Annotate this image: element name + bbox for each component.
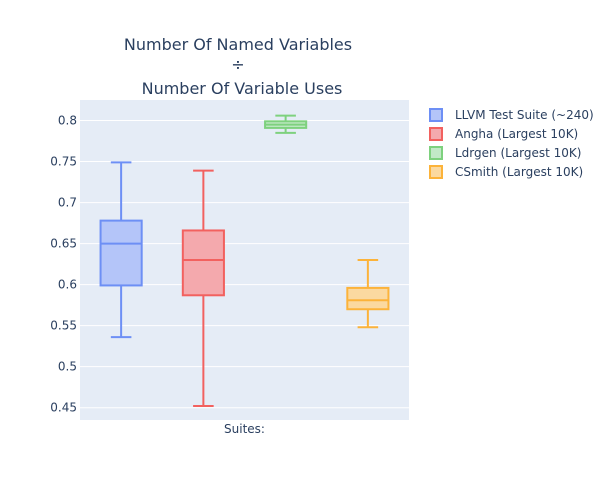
chart-title-line-3: Number Of Variable Uses	[142, 79, 343, 98]
box-4	[346, 259, 390, 329]
legend-item[interactable]: LLVM Test Suite (~240)	[429, 108, 594, 122]
legend-label: CSmith (Largest 10K)	[455, 165, 583, 179]
legend-swatch	[429, 165, 443, 179]
y-tick-label: 0.5	[58, 360, 77, 374]
legend-label: Angha (Largest 10K)	[455, 127, 578, 141]
iqr-box	[346, 286, 390, 311]
y-tick-label: 0.8	[58, 114, 77, 128]
chart-title-line-2: ÷	[231, 55, 244, 74]
legend-item[interactable]: Angha (Largest 10K)	[429, 127, 578, 141]
iqr-box	[99, 219, 143, 287]
legend-item[interactable]: Ldrgen (Largest 10K)	[429, 146, 581, 160]
chart-title-line-1: Number Of Named Variables	[124, 35, 352, 54]
box-1	[99, 161, 143, 339]
legend-label: LLVM Test Suite (~240)	[455, 108, 594, 122]
legend-item[interactable]: CSmith (Largest 10K)	[429, 165, 583, 179]
box-series	[99, 114, 390, 408]
legend-swatch	[429, 127, 443, 141]
legend[interactable]: LLVM Test Suite (~240) Angha (Largest 10K…	[429, 108, 594, 179]
y-tick-label: 0.7	[58, 196, 77, 210]
iqr-box	[181, 229, 225, 297]
y-tick-label: 0.55	[50, 319, 77, 333]
chart-title: Number Of Named Variables ÷ Number Of Va…	[124, 35, 352, 98]
box-2	[181, 169, 225, 408]
y-tick-label: 0.45	[50, 401, 77, 415]
legend-swatch	[429, 108, 443, 122]
y-axis-ticks: 0.45 0.5 0.55 0.6 0.65 0.7 0.75 0.8	[50, 114, 77, 415]
legend-label: Ldrgen (Largest 10K)	[455, 146, 581, 160]
y-tick-label: 0.75	[50, 155, 77, 169]
x-axis-title: Suites:	[224, 422, 265, 436]
box-3	[264, 114, 308, 134]
y-tick-label: 0.65	[50, 237, 77, 251]
legend-swatch	[429, 146, 443, 160]
y-tick-label: 0.6	[58, 278, 77, 292]
